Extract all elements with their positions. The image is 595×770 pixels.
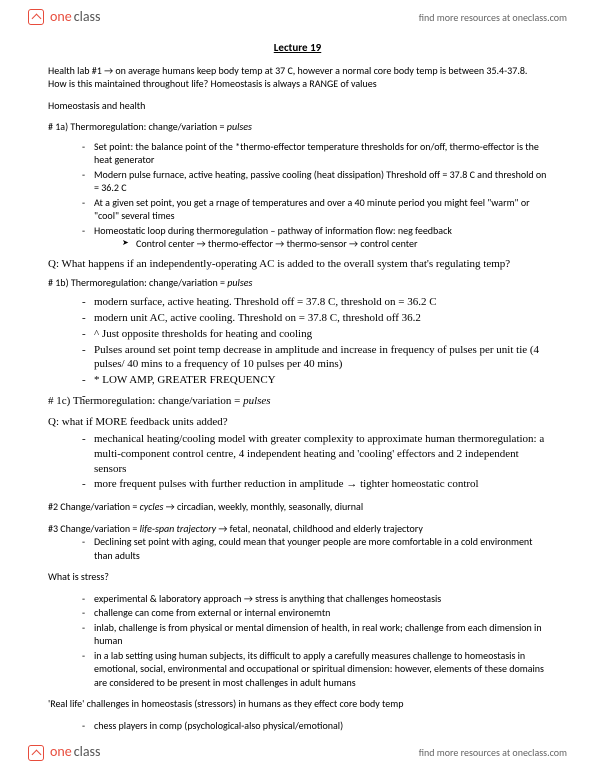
page-footer: oneclass find more resources at oneclass…: [0, 735, 595, 770]
list-item: mechanical heating/cooling model with gr…: [82, 432, 547, 477]
list-item: Pulses around set point temp decrease in…: [82, 343, 547, 373]
heading-2-rest: → circadian, weekly, monthly, seasonally…: [163, 500, 363, 513]
list-1a: Set point: the balance point of the *the…: [48, 140, 547, 251]
list-1b: modern surface, active heating. Threshol…: [48, 295, 547, 388]
question-1: Q: What happens if an independently-oper…: [48, 257, 547, 272]
list-3: Declining set point with aging, could me…: [48, 535, 547, 562]
list-item: modern surface, active heating. Threshol…: [82, 295, 547, 310]
heading-1c: # 1c) Thermoregulation: change/variation…: [48, 394, 547, 409]
question-2: Q: what if MORE feedback units added?: [48, 415, 547, 430]
list-item: chess players in comp (psychological-als…: [82, 719, 547, 733]
header-link[interactable]: find more resources at oneclass.com: [419, 11, 567, 25]
list-item: * LOW AMP, GREATER FREQUENCY: [82, 373, 547, 388]
list-1c: mechanical heating/cooling model with gr…: [48, 432, 547, 492]
heading-1c-italic: pulses: [243, 395, 271, 407]
heading-3: #3 Change/variation = life-span trajecto…: [48, 522, 547, 536]
heading-1a-italic: pulses: [227, 120, 252, 133]
footer-logo-one: one: [50, 743, 72, 762]
list-stress: experimental & laboratory approach → str…: [48, 592, 547, 690]
list-item: challenge can come from external or inte…: [82, 606, 547, 620]
sublist-1a: Control center → thermo-effector → therm…: [94, 237, 547, 251]
intro-paragraph: Health lab #1 → on average humans keep b…: [48, 64, 547, 91]
heading-1a-text: # 1a) Thermoregulation: change/variation…: [48, 120, 227, 133]
logo-icon: [28, 745, 44, 761]
heading-1b-italic: pulses: [227, 276, 252, 289]
sublist-item: Control center → thermo-effector → therm…: [122, 237, 547, 251]
document-body: Lecture 19 Health lab #1 → on average hu…: [0, 35, 595, 744]
logo-icon: [28, 9, 44, 25]
list-item: ^ Just opposite thresholds for heating a…: [82, 327, 547, 342]
heading-1a: # 1a) Thermoregulation: change/variation…: [48, 120, 547, 134]
footer-logo: oneclass: [28, 743, 101, 762]
list-item-text: Homeostatic loop during thermoregulation…: [94, 224, 452, 237]
heading-3-italic: life-span trajectory: [140, 522, 216, 535]
heading-1b-text: # 1b) Thermoregulation: change/variation…: [48, 276, 227, 289]
list-item: more frequent pulses with further reduct…: [82, 477, 547, 492]
footer-logo-class: class: [74, 743, 101, 762]
heading-2-italic: cycles: [140, 500, 164, 513]
list-item: Set point: the balance point of the *the…: [82, 140, 547, 167]
list-real-life: chess players in comp (psychological-als…: [48, 719, 547, 733]
list-item: in a lab setting using human subjects, i…: [82, 649, 547, 690]
list-item: Modern pulse furnace, active heating, pa…: [82, 168, 547, 195]
section-homeostasis: Homeostasis and health: [48, 99, 547, 113]
list-item: modern unit AC, active cooling. Threshol…: [82, 311, 547, 326]
logo-text-class: class: [74, 8, 101, 27]
logo-text-one: one: [50, 8, 72, 27]
list-item: inlab, challenge is from physical or men…: [82, 621, 547, 648]
lecture-title: Lecture 19: [48, 41, 547, 56]
list-item: Homeostatic loop during thermoregulation…: [82, 224, 547, 251]
heading-3-text: #3 Change/variation =: [48, 522, 140, 535]
heading-1c-text: # 1c) Thermoregulation: change/variation…: [48, 395, 243, 407]
heading-stress: What is stress?: [48, 570, 547, 584]
brand-logo: oneclass: [28, 8, 101, 27]
heading-3-rest: → fetal, neonatal, childhood and elderly…: [216, 522, 423, 535]
page-header: oneclass find more resources at oneclass…: [0, 0, 595, 35]
heading-2: #2 Change/variation = cycles → circadian…: [48, 500, 547, 514]
list-item: At a given set point, you get a rnage of…: [82, 196, 547, 223]
list-item: experimental & laboratory approach → str…: [82, 592, 547, 606]
footer-link[interactable]: find more resources at oneclass.com: [419, 746, 567, 760]
list-item: Declining set point with aging, could me…: [82, 535, 547, 562]
heading-2-text: #2 Change/variation =: [48, 500, 140, 513]
heading-1b: # 1b) Thermoregulation: change/variation…: [48, 276, 547, 290]
heading-real-life: 'Real life' challenges in homeostasis (s…: [48, 697, 547, 711]
